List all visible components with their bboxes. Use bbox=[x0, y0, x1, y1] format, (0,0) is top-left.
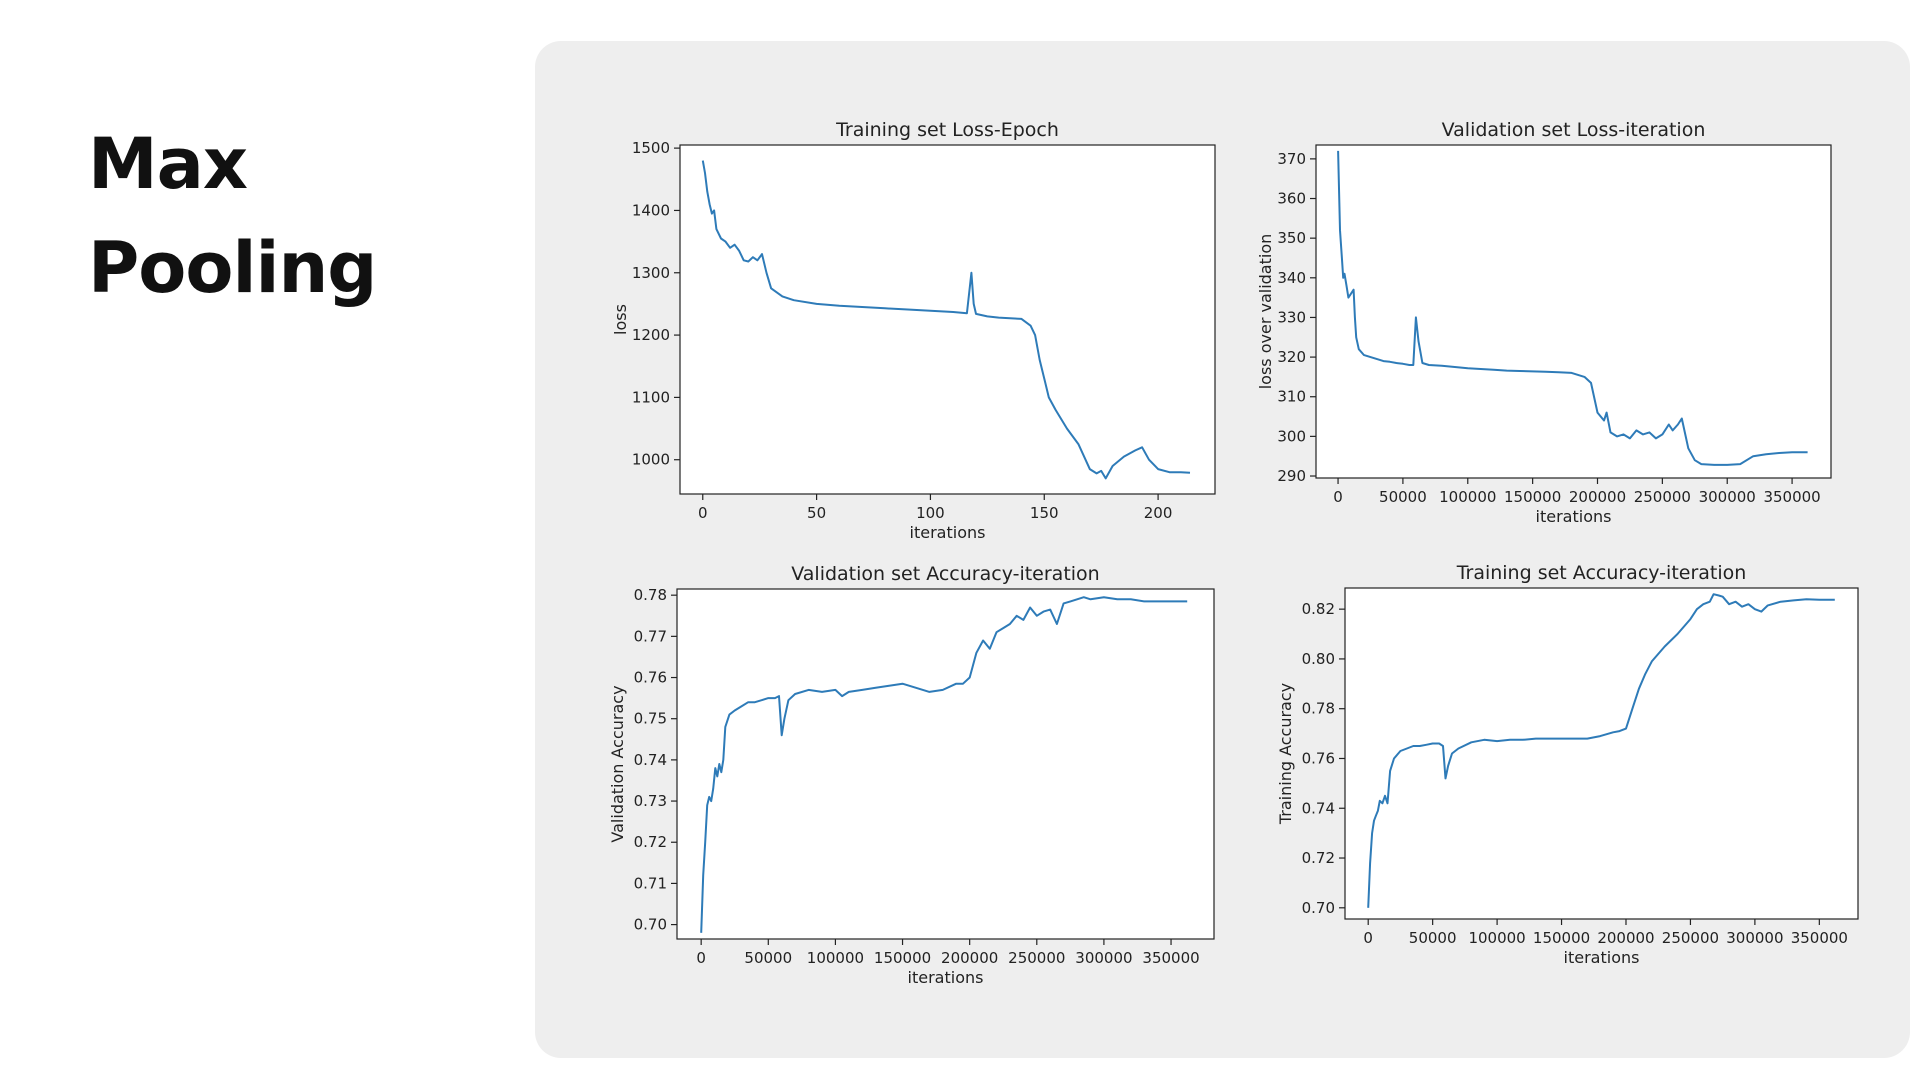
train-accuracy-x-tick-label: 300000 bbox=[1726, 929, 1783, 947]
train-accuracy-plot-area bbox=[1344, 587, 1859, 920]
val-accuracy-series-line bbox=[700, 596, 1188, 933]
loss-epoch-y-tick-label: 1000 bbox=[632, 451, 670, 469]
train-accuracy-y-tick-label: 0.80 bbox=[1302, 650, 1335, 668]
val-accuracy-y-tick-label: 0.74 bbox=[634, 751, 667, 769]
train-accuracy-chart: Training set Accuracy-iteration 0 50000 100… bbox=[1276, 562, 1859, 967]
loss-epoch-y-axis-label: loss bbox=[611, 304, 630, 335]
loss-epoch-title: Training set Loss-Epoch bbox=[835, 119, 1059, 141]
train-accuracy-title: Training set Accuracy-iteration bbox=[1456, 562, 1747, 584]
val-loss-x-tick-label: 250000 bbox=[1634, 488, 1691, 506]
train-accuracy-x-tick-label: 200000 bbox=[1597, 929, 1654, 947]
train-accuracy-y-tick-label: 0.78 bbox=[1302, 700, 1335, 718]
val-accuracy-y-tick-label: 0.77 bbox=[634, 627, 667, 645]
loss-epoch-chart: Training set Loss-Epoch 0 50 100 150 200 1000 1… bbox=[611, 119, 1216, 542]
loss-epoch-series-line bbox=[701, 160, 1191, 480]
loss-epoch-y-tick-label: 1200 bbox=[632, 326, 670, 344]
loss-epoch-x-tick-label: 200 bbox=[1144, 504, 1173, 522]
val-loss-x-tick-label: 300000 bbox=[1699, 488, 1756, 506]
train-accuracy-y-tick-label: 0.70 bbox=[1302, 899, 1335, 917]
val-accuracy-chart: Validation set Accuracy-iteration 0 50000 1… bbox=[608, 563, 1215, 987]
val-loss-title: Validation set Loss-iteration bbox=[1442, 119, 1706, 141]
train-accuracy-x-tick-label: 150000 bbox=[1533, 929, 1590, 947]
loss-epoch-y-tick-label: 1400 bbox=[632, 201, 670, 219]
val-loss-x-tick-label: 350000 bbox=[1763, 488, 1820, 506]
val-accuracy-title: Validation set Accuracy-iteration bbox=[791, 563, 1099, 585]
val-loss-y-tick-label: 360 bbox=[1277, 190, 1306, 208]
val-loss-y-tick-label: 340 bbox=[1277, 269, 1306, 287]
slide-title-line-2: Pooling bbox=[88, 227, 377, 309]
val-accuracy-x-tick-label: 0 bbox=[696, 949, 706, 967]
val-loss-x-tick-label: 50000 bbox=[1379, 488, 1427, 506]
val-loss-x-tick-label: 0 bbox=[1333, 488, 1343, 506]
train-accuracy-x-tick-label: 100000 bbox=[1468, 929, 1525, 947]
val-loss-x-tick-label: 200000 bbox=[1569, 488, 1626, 506]
val-loss-y-axis-label: loss over validation bbox=[1256, 234, 1275, 390]
val-accuracy-x-tick-label: 250000 bbox=[1008, 949, 1065, 967]
train-accuracy-x-tick-label: 250000 bbox=[1662, 929, 1719, 947]
loss-epoch-y-tick-label: 1100 bbox=[632, 388, 670, 406]
loss-epoch-x-axis-label: iterations bbox=[910, 523, 986, 542]
loss-epoch-y-tick-label: 1500 bbox=[632, 139, 670, 157]
val-loss-x-tick-label: 100000 bbox=[1439, 488, 1496, 506]
val-loss-plot-area bbox=[1315, 144, 1832, 479]
val-accuracy-x-tick-label: 50000 bbox=[744, 949, 792, 967]
train-accuracy-x-tick-label: 350000 bbox=[1791, 929, 1848, 947]
loss-epoch-x-tick-label: 50 bbox=[807, 504, 826, 522]
val-loss-x-tick-label: 150000 bbox=[1504, 488, 1561, 506]
loss-epoch-x-tick-label: 0 bbox=[698, 504, 708, 522]
val-accuracy-y-axis-label: Validation Accuracy bbox=[608, 685, 627, 842]
train-accuracy-series-line bbox=[1367, 593, 1835, 908]
val-loss-y-tick-label: 330 bbox=[1277, 308, 1306, 326]
train-accuracy-x-tick-label: 0 bbox=[1363, 929, 1373, 947]
val-accuracy-y-tick-label: 0.75 bbox=[634, 710, 667, 728]
val-accuracy-y-tick-label: 0.71 bbox=[634, 874, 667, 892]
val-accuracy-x-tick-label: 100000 bbox=[807, 949, 864, 967]
val-loss-y-tick-label: 370 bbox=[1277, 150, 1306, 168]
train-accuracy-y-tick-label: 0.82 bbox=[1302, 600, 1335, 618]
val-accuracy-y-tick-label: 0.72 bbox=[634, 833, 667, 851]
train-accuracy-x-axis-label: iterations bbox=[1564, 948, 1640, 967]
slide-title-line-1: Max bbox=[88, 123, 248, 205]
train-accuracy-x-tick-label: 50000 bbox=[1409, 929, 1457, 947]
val-accuracy-x-tick-label: 200000 bbox=[941, 949, 998, 967]
val-loss-y-tick-label: 320 bbox=[1277, 348, 1306, 366]
loss-epoch-plot-area bbox=[679, 144, 1216, 495]
loss-epoch-x-tick-label: 150 bbox=[1030, 504, 1059, 522]
slide-title: Max Pooling bbox=[88, 112, 448, 320]
train-accuracy-y-tick-label: 0.72 bbox=[1302, 849, 1335, 867]
train-accuracy-y-tick-label: 0.76 bbox=[1302, 749, 1335, 767]
val-loss-y-tick-label: 350 bbox=[1277, 229, 1306, 247]
val-accuracy-x-tick-label: 300000 bbox=[1075, 949, 1132, 967]
val-accuracy-plot-area bbox=[676, 588, 1215, 940]
val-accuracy-x-tick-label: 350000 bbox=[1142, 949, 1199, 967]
val-accuracy-y-tick-label: 0.73 bbox=[634, 792, 667, 810]
loss-epoch-y-tick-label: 1300 bbox=[632, 264, 670, 282]
loss-epoch-x-tick-label: 100 bbox=[916, 504, 945, 522]
train-accuracy-y-axis-label: Training Accuracy bbox=[1276, 683, 1295, 825]
val-accuracy-x-tick-label: 150000 bbox=[874, 949, 931, 967]
val-loss-y-tick-label: 290 bbox=[1277, 467, 1306, 485]
train-accuracy-y-tick-label: 0.74 bbox=[1302, 799, 1335, 817]
val-accuracy-y-tick-label: 0.70 bbox=[634, 916, 667, 934]
val-loss-series-line bbox=[1337, 150, 1808, 466]
val-loss-y-tick-label: 310 bbox=[1277, 388, 1306, 406]
val-loss-y-tick-label: 300 bbox=[1277, 427, 1306, 445]
val-loss-x-axis-label: iterations bbox=[1536, 507, 1612, 526]
val-loss-chart: Validation set Loss-iteration 0 50000 10000… bbox=[1256, 119, 1832, 526]
val-accuracy-y-tick-label: 0.78 bbox=[634, 586, 667, 604]
val-accuracy-y-tick-label: 0.76 bbox=[634, 669, 667, 687]
val-accuracy-x-axis-label: iterations bbox=[908, 968, 984, 987]
